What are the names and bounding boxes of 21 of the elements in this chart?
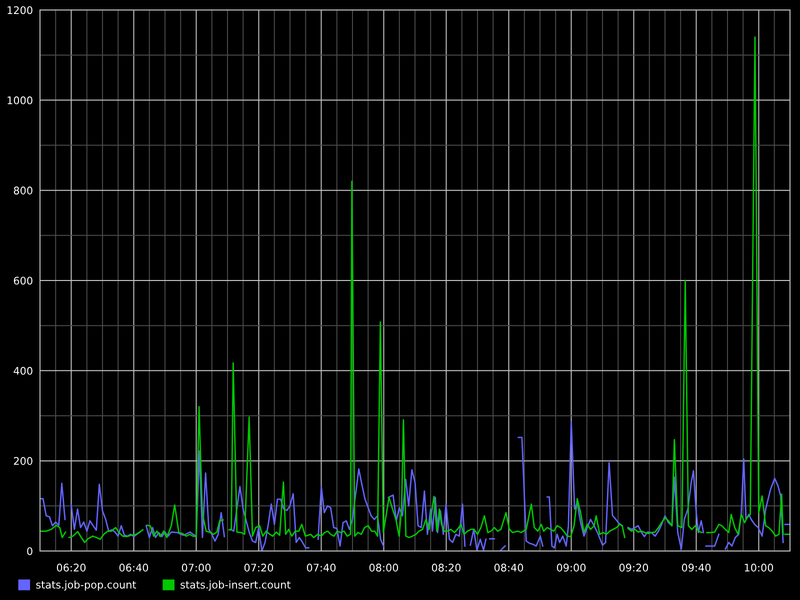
x-tick-label: 08:40 xyxy=(494,564,524,572)
x-tick-label: 06:20 xyxy=(56,564,86,572)
x-tick-label: 07:20 xyxy=(244,564,274,572)
x-tick-label: 09:40 xyxy=(682,564,711,572)
y-tick-label: 600 xyxy=(14,276,32,285)
x-tick-label: 09:20 xyxy=(619,564,648,572)
x-tick-label: 08:00 xyxy=(369,564,398,572)
y-tick-label: 1000 xyxy=(8,96,32,104)
x-tick-label: 07:40 xyxy=(306,564,336,572)
x-tick-label: 09:00 xyxy=(556,564,586,572)
x-tick-label: 10:00 xyxy=(744,564,774,572)
legend-label: stats.job-insert.count xyxy=(180,580,291,591)
y-tick-label: 400 xyxy=(14,366,32,375)
y-tick-label: 1200 xyxy=(8,6,32,14)
y-tick-label: 200 xyxy=(14,457,32,465)
y-tick-label: 800 xyxy=(14,186,32,194)
x-tick-label: 07:00 xyxy=(182,564,211,572)
y-tick-label: 0 xyxy=(27,547,32,556)
legend-label: stats.job-pop.count xyxy=(36,580,136,591)
x-tick-label: 06:40 xyxy=(119,564,148,572)
x-tick-label: 08:20 xyxy=(432,564,461,572)
